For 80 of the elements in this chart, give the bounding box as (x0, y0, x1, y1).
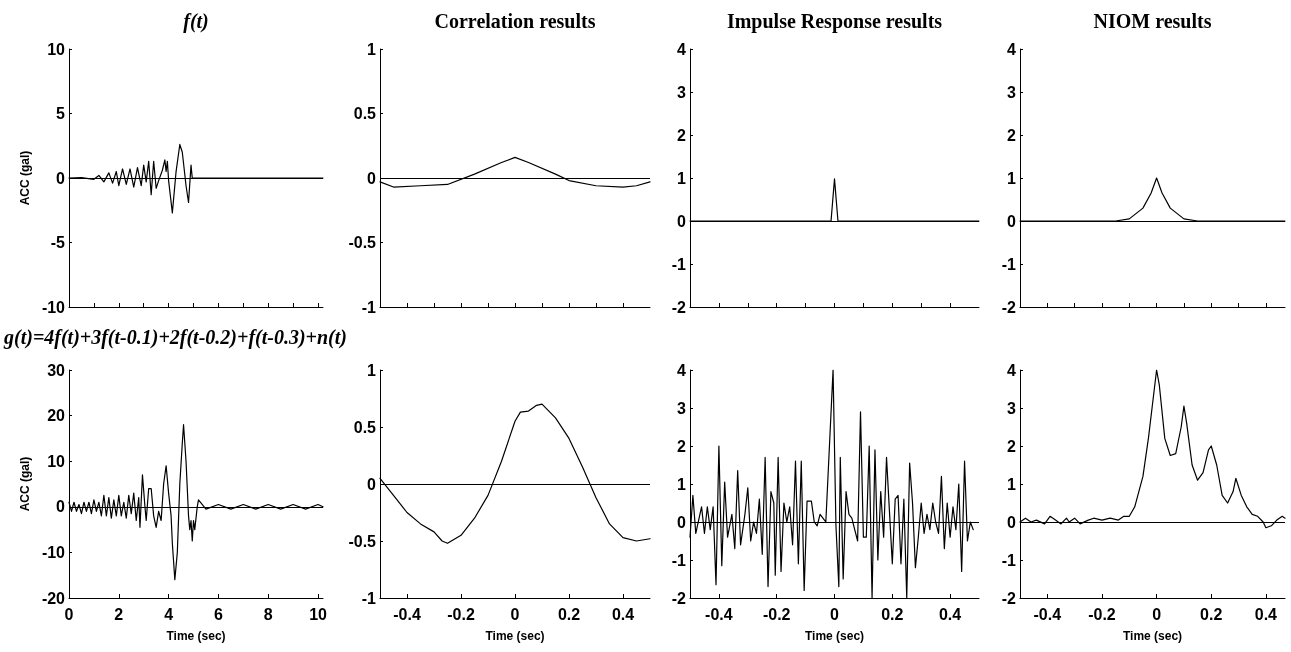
y-tick-label: 3 (677, 399, 687, 417)
y-axis-title: ACC (gal) (17, 150, 32, 206)
x-axis-title: Time (sec) (166, 629, 226, 643)
y-tick-label: 1 (367, 361, 377, 379)
chart-title: f(t) (183, 10, 209, 33)
y-tick-label: 0 (1007, 513, 1017, 531)
x-tick-label: 0 (510, 605, 520, 623)
y-tick-label: -10 (41, 298, 66, 316)
y-tick-label: 1 (677, 169, 687, 187)
x-tick-label: -0.4 (1033, 605, 1062, 623)
y-axis-title: ACC (gal) (17, 456, 32, 512)
y-tick-label: -2 (1001, 589, 1017, 607)
x-tick-label: -0.2 (762, 605, 791, 623)
y-tick-label: 30 (47, 361, 66, 379)
x-tick-label: 0 (830, 605, 840, 623)
y-tick-label: -1 (361, 298, 377, 316)
x-tick-label: 0.4 (1254, 605, 1278, 623)
y-tick-label: 4 (1007, 361, 1017, 379)
y-tick-label: 0 (367, 169, 377, 187)
y-tick-label: -10 (41, 543, 66, 561)
y-tick-label: 4 (677, 40, 687, 58)
chart-title: g(t)=4f(t)+3f(t-0.1)+2f(t-0.2)+f(t-0.3)+n(t) (4, 326, 347, 349)
x-tick-label: -0.4 (705, 605, 733, 623)
x-tick-label: 10 (309, 605, 328, 623)
chart-title: Impulse Response results (726, 10, 943, 33)
y-tick-label: 0 (56, 498, 66, 516)
x-tick-label: 0.2 (1200, 605, 1223, 623)
y-tick-label: 3 (1007, 83, 1017, 101)
y-tick-label: 1 (677, 475, 687, 493)
y-tick-label: 3 (677, 83, 687, 101)
x-tick-label: 4 (164, 605, 174, 623)
x-axis-title: Time (sec) (1122, 629, 1183, 643)
y-tick-label: 2 (677, 437, 687, 455)
y-tick-label: -2 (1001, 298, 1017, 316)
x-tick-label: -0.4 (393, 605, 421, 623)
y-tick-label: 1 (1007, 475, 1017, 493)
y-tick-label: 3 (1007, 399, 1017, 417)
x-tick-label: 0.2 (881, 605, 904, 623)
y-tick-label: -1 (671, 255, 687, 273)
y-tick-label: 0 (56, 169, 66, 187)
y-tick-label: 10 (47, 452, 66, 470)
x-tick-label: 0.4 (611, 605, 635, 623)
y-tick-label: -5 (50, 234, 66, 251)
x-tick-label: 0.4 (938, 605, 962, 623)
y-tick-label: 2 (1007, 126, 1017, 144)
x-tick-label: 2 (114, 605, 124, 623)
y-tick-label: -2 (671, 298, 687, 316)
y-tick-label: 10 (47, 40, 66, 58)
y-tick-label: -1 (1001, 551, 1017, 569)
x-axis-title: Time (sec) (485, 629, 545, 643)
y-tick-label: 2 (677, 126, 687, 144)
y-tick-label: -0.5 (348, 532, 377, 550)
y-tick-label: -0.5 (348, 234, 377, 251)
y-tick-label: 20 (47, 407, 66, 425)
x-tick-label: 6 (213, 605, 223, 623)
y-tick-label: 0 (677, 513, 687, 531)
y-tick-label: 4 (677, 361, 687, 379)
x-axis-title: Time (sec) (804, 629, 865, 643)
y-tick-label: 1 (367, 40, 377, 58)
y-tick-label: 0 (367, 475, 377, 493)
y-tick-label: -2 (671, 589, 687, 607)
chart-title: Correlation results (434, 10, 596, 33)
x-tick-label: 0.2 (557, 605, 581, 623)
y-tick-label: 0 (677, 212, 687, 230)
x-tick-label: -0.2 (1088, 605, 1116, 623)
y-tick-label: -1 (671, 551, 687, 569)
x-tick-label: 8 (263, 605, 273, 623)
y-tick-label: 2 (1007, 437, 1017, 455)
y-tick-label: 0.5 (353, 105, 377, 122)
y-tick-label: 0.5 (353, 418, 377, 436)
y-tick-label: -20 (41, 589, 66, 607)
x-tick-label: -0.2 (447, 605, 475, 623)
y-tick-label: -1 (1001, 255, 1017, 273)
y-tick-label: 1 (1007, 169, 1017, 187)
x-tick-label: 0 (1152, 605, 1162, 623)
y-tick-label: 4 (1007, 40, 1017, 58)
y-tick-label: 0 (1007, 212, 1017, 230)
chart-title: NIOM results (1093, 10, 1212, 33)
y-tick-label: -1 (361, 589, 377, 607)
y-tick-label: 5 (56, 105, 66, 122)
